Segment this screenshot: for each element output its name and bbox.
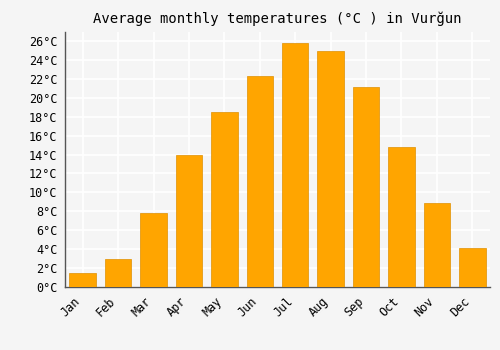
Bar bbox=[459, 248, 485, 287]
Bar bbox=[318, 51, 344, 287]
Bar bbox=[105, 259, 132, 287]
Bar bbox=[246, 76, 273, 287]
Bar bbox=[211, 112, 238, 287]
Bar bbox=[424, 203, 450, 287]
Bar bbox=[70, 273, 96, 287]
Bar bbox=[140, 213, 167, 287]
Bar bbox=[353, 88, 380, 287]
Bar bbox=[388, 147, 414, 287]
Title: Average monthly temperatures (°C ) in Vurğun: Average monthly temperatures (°C ) in Vu… bbox=[93, 12, 462, 26]
Bar bbox=[282, 43, 308, 287]
Bar bbox=[176, 155, 202, 287]
